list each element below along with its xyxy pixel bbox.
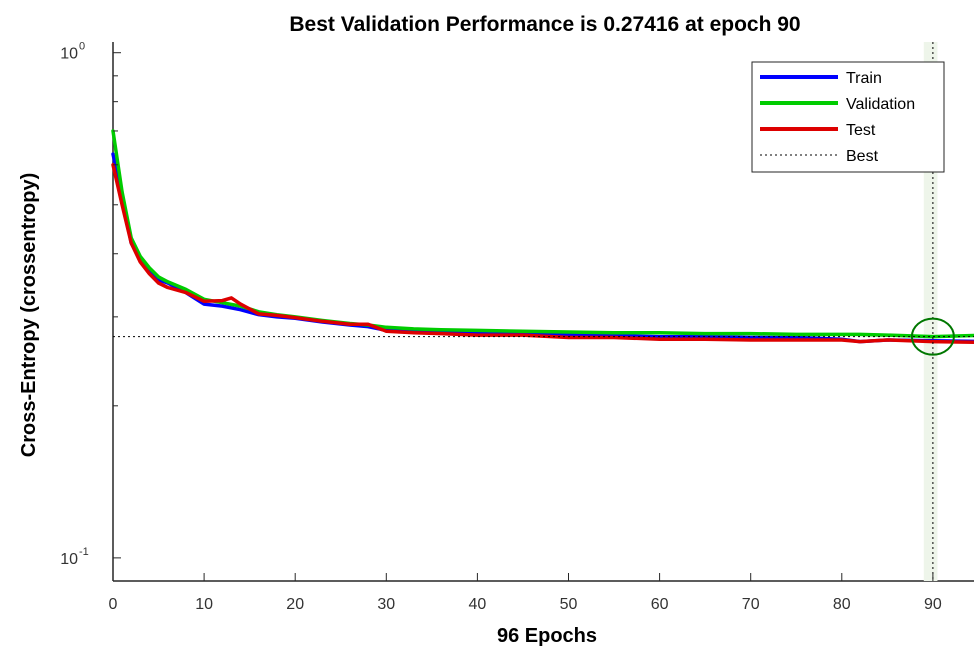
x-tick-label: 30 <box>377 596 395 613</box>
y-tick-base: 10 <box>60 551 78 568</box>
y-tick-exponent: 0 <box>79 41 85 53</box>
legend-box <box>751 61 945 173</box>
y-tick-base: 10 <box>60 46 78 63</box>
x-axis-ticks: 0 10 20 30 40 50 60 70 80 90 <box>109 573 942 613</box>
x-tick-label: 40 <box>468 596 486 613</box>
best-markers <box>113 42 974 581</box>
x-tick-label: 50 <box>560 596 578 613</box>
best-epoch-band <box>923 42 938 581</box>
x-tick-label: 60 <box>651 596 669 613</box>
legend: Train Validation Test Best <box>751 61 945 173</box>
legend-label-test: Test <box>846 122 876 139</box>
series-line-test <box>111 163 974 344</box>
y-tick-label: 10 0 <box>60 41 85 63</box>
series-lines <box>111 129 974 344</box>
x-tick-label: 0 <box>109 596 118 613</box>
legend-label-best: Best <box>846 148 879 165</box>
y-axis-label: Cross-Entropy (crossentropy) <box>18 173 40 458</box>
x-tick-label: 70 <box>742 596 760 613</box>
best-epoch-shade <box>923 42 938 581</box>
x-tick-label: 20 <box>286 596 304 613</box>
chart-title: Best Validation Performance is 0.27416 a… <box>289 13 800 36</box>
x-tick-label: 90 <box>924 596 942 613</box>
x-tick-label: 10 <box>195 596 213 613</box>
x-tick-label: 80 <box>833 596 851 613</box>
legend-label-validation: Validation <box>846 96 915 113</box>
y-tick-exponent: -1 <box>79 546 89 558</box>
x-axis-label: 96 Epochs <box>497 625 597 647</box>
best-marker-circle <box>910 317 955 356</box>
legend-label-train: Train <box>846 70 882 87</box>
y-tick-label: 10 -1 <box>60 546 89 568</box>
